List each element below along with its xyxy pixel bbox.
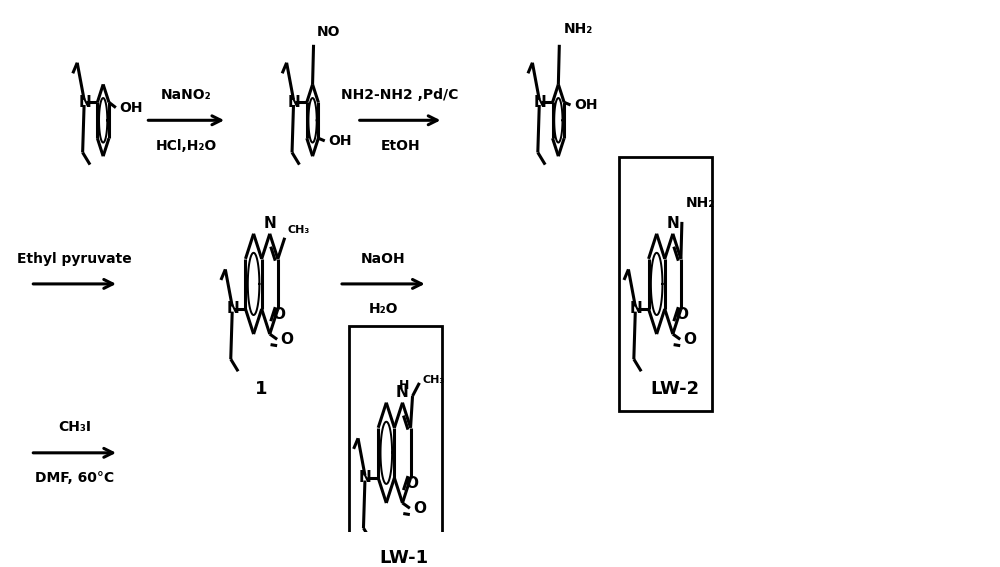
Text: LW-2: LW-2 [650, 380, 699, 399]
Text: N: N [629, 302, 642, 316]
Text: CH₃: CH₃ [422, 375, 445, 385]
Text: O: O [413, 501, 426, 516]
Text: NH₂: NH₂ [685, 196, 715, 210]
Text: N: N [263, 215, 276, 231]
Text: Ethyl pyruvate: Ethyl pyruvate [17, 252, 132, 265]
Text: OH: OH [328, 134, 352, 148]
Text: O: O [675, 307, 688, 321]
Text: CH₃: CH₃ [288, 225, 310, 235]
Text: N: N [78, 95, 91, 110]
Text: H₂O: H₂O [369, 302, 398, 316]
Text: N: N [396, 384, 409, 400]
Bar [619, 157, 712, 411]
Text: N: N [359, 471, 372, 485]
Text: DMF, 60°C: DMF, 60°C [35, 471, 114, 485]
Text: O: O [272, 307, 285, 321]
Text: EtOH: EtOH [380, 138, 420, 153]
Text: N: N [666, 215, 679, 231]
Text: N: N [226, 302, 239, 316]
Bar [349, 326, 442, 567]
Text: CH₃I: CH₃I [58, 421, 91, 434]
Text: NaNO₂: NaNO₂ [161, 88, 212, 102]
Text: NaOH: NaOH [361, 252, 406, 265]
Text: LW-1: LW-1 [380, 549, 429, 567]
Text: OH: OH [119, 100, 143, 115]
Text: 1: 1 [255, 380, 268, 399]
Text: NO: NO [316, 24, 340, 39]
Text: HCl,H₂O: HCl,H₂O [156, 138, 217, 153]
Text: N: N [288, 95, 300, 110]
Text: O: O [683, 332, 696, 347]
Text: H: H [399, 379, 410, 392]
Text: N: N [533, 95, 546, 110]
Text: NH₂: NH₂ [563, 22, 593, 36]
Text: NH2-NH2 ,Pd/C: NH2-NH2 ,Pd/C [341, 88, 459, 102]
Text: O: O [280, 332, 293, 347]
Text: O: O [405, 476, 418, 490]
Text: OH: OH [574, 98, 597, 112]
